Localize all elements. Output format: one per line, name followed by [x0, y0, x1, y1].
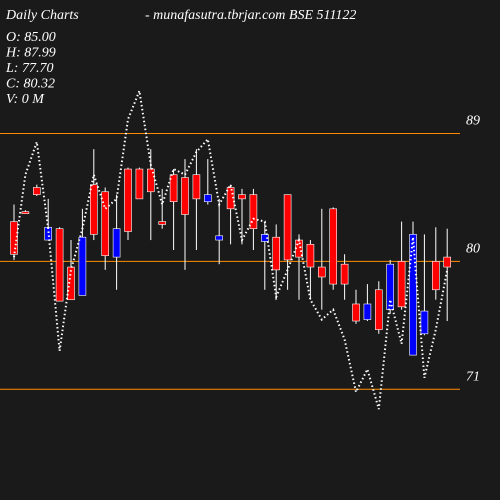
candle-body — [181, 177, 189, 215]
candle-body — [21, 211, 30, 214]
candle-body — [420, 310, 429, 335]
candle-body — [44, 226, 53, 241]
candle-body — [363, 303, 372, 320]
candle-body — [431, 261, 440, 291]
candle-body — [352, 303, 360, 322]
candle-body — [329, 208, 338, 285]
candle-body — [443, 256, 452, 268]
candle-body — [101, 191, 109, 256]
candle-body — [32, 187, 41, 195]
candle-body — [272, 236, 281, 271]
candle-body — [78, 236, 87, 296]
candle-body — [215, 235, 223, 241]
candle-body — [55, 228, 64, 302]
info-line: H: 87.99 — [5, 46, 56, 61]
y-tick-label: 80 — [466, 242, 480, 257]
candle-body — [397, 261, 406, 308]
candle-body — [340, 263, 349, 285]
info-line: C: 80.32 — [6, 77, 55, 92]
candle-body — [90, 184, 98, 235]
chart-title: Daily Charts — [5, 8, 79, 23]
candle-body — [169, 174, 178, 203]
candle-body — [204, 194, 212, 203]
candle-body — [135, 168, 144, 200]
info-line: O: 85.00 — [6, 30, 56, 45]
y-tick-label: 71 — [466, 369, 480, 384]
candle-body — [283, 194, 292, 261]
candle-body — [10, 221, 18, 255]
candle-body — [317, 266, 326, 278]
candle-body — [386, 263, 395, 310]
chart-subtitle: - munafasutra.tbrjar.com BSE 511122 — [145, 8, 356, 23]
candle-body — [260, 234, 269, 242]
candle-body — [158, 221, 166, 225]
candle-body — [249, 194, 258, 229]
candle-body — [124, 168, 132, 232]
candle-body — [192, 174, 201, 200]
candle-body — [306, 244, 315, 268]
candle-body — [409, 234, 417, 356]
candle-body — [112, 228, 121, 258]
info-line: V: 0 M — [6, 92, 45, 107]
info-line: L: 77.70 — [5, 61, 53, 76]
y-tick-label: 89 — [466, 114, 480, 129]
candle-body — [238, 194, 246, 200]
candle-body — [374, 289, 383, 330]
